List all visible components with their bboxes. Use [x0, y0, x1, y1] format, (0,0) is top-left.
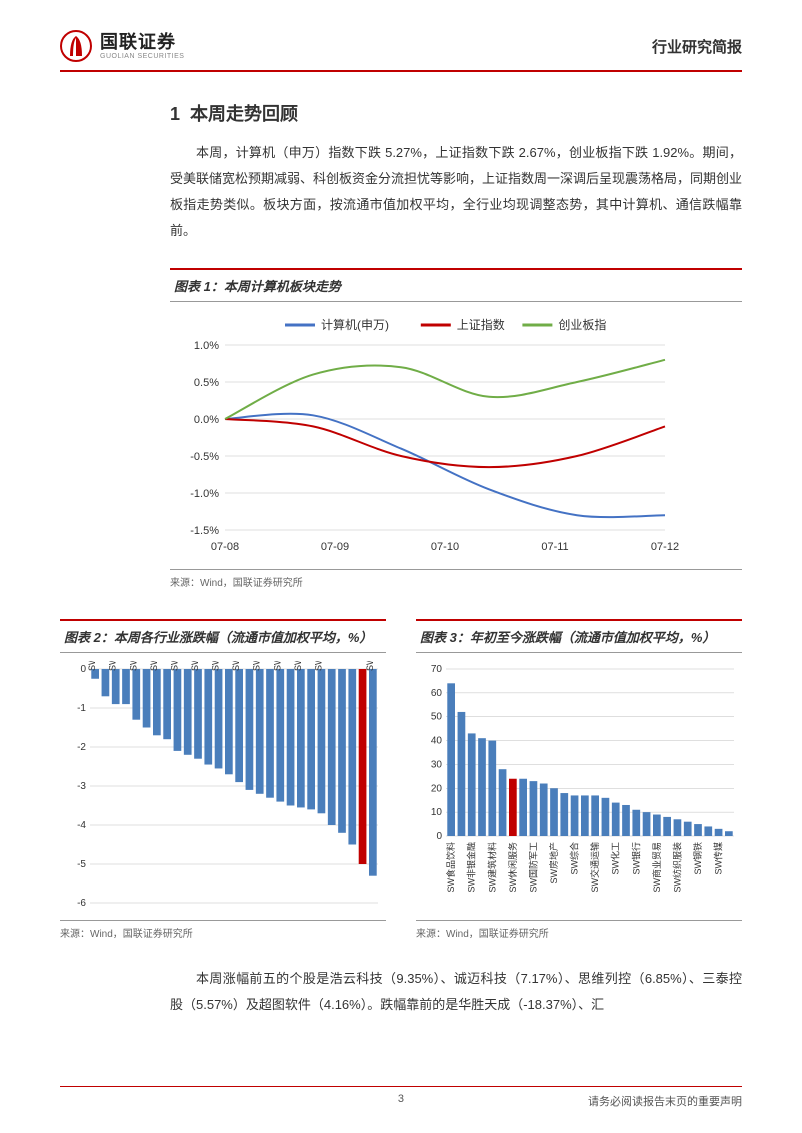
section-number: 1 — [170, 104, 180, 124]
svg-text:0: 0 — [80, 664, 86, 675]
svg-text:SW银行: SW银行 — [630, 842, 641, 875]
footer-divider — [60, 1086, 742, 1087]
svg-text:0.0%: 0.0% — [194, 414, 219, 426]
svg-text:SW非银金融: SW非银金融 — [466, 842, 477, 893]
chart3-title: 图表 3：年初至今涨跌幅（流通市值加权平均，%） — [416, 619, 742, 653]
svg-text:10: 10 — [431, 807, 443, 818]
svg-text:SW休闲服务: SW休闲服务 — [507, 842, 518, 893]
body-paragraph-1: 本周，计算机（申万）指数下跌 5.27%，上证指数下跌 2.67%，创业板指下跌… — [170, 140, 742, 244]
svg-text:SW国防军工: SW国防军工 — [527, 842, 538, 893]
svg-text:SW化工: SW化工 — [610, 842, 621, 875]
svg-text:0.5%: 0.5% — [194, 377, 219, 389]
svg-text:SW建筑材料: SW建筑材料 — [486, 842, 497, 893]
chart1-source: 来源：Wind，国联证券研究所 — [170, 569, 742, 589]
chart3-source: 来源：Wind，国联证券研究所 — [416, 920, 742, 940]
logo-name-en: GUOLIAN SECURITIES — [100, 53, 184, 60]
svg-text:-5: -5 — [77, 859, 86, 870]
svg-text:SW食品饮料: SW食品饮料 — [148, 661, 159, 671]
svg-text:SW食品饮料: SW食品饮料 — [445, 842, 456, 893]
svg-text:SW钢铁: SW钢铁 — [292, 661, 303, 671]
chart1-block: 图表 1：本周计算机板块走势 计算机(申万) 上证指数 创业板指 -1.5% -1.0%… — [170, 268, 742, 589]
chart2-bar-chart: -6 -5 -4 -3 -2 -1 0SW休闲服务 SW银行 SW医药生物 SW食品饮料 SW家用电… — [60, 661, 386, 911]
page-number: 3 — [287, 1093, 514, 1109]
svg-text:07-12: 07-12 — [651, 541, 679, 553]
chart3-block: 图表 3：年初至今涨跌幅（流通市值加权平均，%） 0 10 20 30 40 50 60 70… — [416, 619, 742, 940]
svg-text:SW机械设备: SW机械设备 — [230, 661, 241, 671]
svg-text:SW有色金属: SW有色金属 — [312, 661, 323, 671]
svg-text:SW钢铁: SW钢铁 — [692, 842, 703, 875]
svg-text:-1.5%: -1.5% — [190, 525, 219, 537]
svg-text:07-09: 07-09 — [321, 541, 349, 553]
svg-text:创业板指: 创业板指 — [558, 317, 606, 332]
svg-text:SW休闲服务: SW休闲服务 — [86, 661, 97, 671]
svg-text:-0.5%: -0.5% — [190, 451, 219, 463]
svg-text:20: 20 — [431, 783, 443, 794]
svg-text:-1: -1 — [77, 703, 86, 714]
svg-text:SW传媒: SW传媒 — [713, 842, 724, 875]
chart2-title: 图表 2：本周各行业涨跌幅（流通市值加权平均，%） — [60, 619, 386, 653]
svg-text:SW商业贸易: SW商业贸易 — [189, 661, 200, 671]
section-title: 本周走势回顾 — [190, 104, 298, 124]
chart2-block: 图表 2：本周各行业涨跌幅（流通市值加权平均，%） -6-5-4-3-2-10S… — [60, 619, 386, 940]
svg-text:SW计算机: SW计算机 — [364, 661, 375, 671]
svg-text:SW纺织服装: SW纺织服装 — [671, 842, 682, 893]
report-type: 行业研究简报 — [652, 36, 742, 57]
two-column-charts: 图表 2：本周各行业涨跌幅（流通市值加权平均，%） -6-5-4-3-2-10S… — [60, 619, 742, 946]
section-heading: 1 本周走势回顾 — [170, 100, 742, 126]
company-logo-icon — [60, 30, 92, 62]
svg-text:-1.0%: -1.0% — [190, 488, 219, 500]
svg-text:SW交通运输: SW交通运输 — [251, 661, 262, 671]
svg-text:SW商业贸易: SW商业贸易 — [651, 842, 662, 893]
svg-text:30: 30 — [431, 759, 443, 770]
svg-text:SW银行: SW银行 — [107, 661, 118, 671]
svg-text:SW医药生物: SW医药生物 — [127, 661, 138, 671]
chart1-line-chart: 计算机(申万) 上证指数 创业板指 -1.5% -1.0% -0.5% 0.0% 0.5% 1.… — [170, 310, 680, 560]
svg-text:SW家用电器: SW家用电器 — [168, 661, 179, 671]
svg-text:SW房地产: SW房地产 — [548, 842, 559, 884]
svg-text:50: 50 — [431, 712, 443, 723]
svg-text:计算机(申万): 计算机(申万) — [321, 317, 389, 332]
svg-text:上证指数: 上证指数 — [457, 317, 505, 332]
logo-name-cn: 国联证券 — [100, 33, 184, 51]
svg-text:-6: -6 — [77, 898, 86, 909]
header-divider — [60, 70, 742, 72]
svg-text:SW纺织服装: SW纺织服装 — [210, 661, 221, 671]
chart3-bar-chart: 0 10 20 30 40 50 60 70 SW食品饮料 SW非银金融 SW建筑材料 SW休闲服务 S… — [416, 661, 742, 911]
svg-text:70: 70 — [431, 664, 443, 675]
chart2-source: 来源：Wind，国联证券研究所 — [60, 920, 386, 940]
svg-text:40: 40 — [431, 736, 443, 747]
footer-disclaimer: 请务必阅读报告末页的重要声明 — [515, 1093, 742, 1109]
svg-text:0: 0 — [436, 831, 442, 842]
body-paragraph-2: 本周涨幅前五的个股是浩云科技（9.35%）、诚迈科技（7.17%）、思维列控（6… — [60, 966, 742, 1018]
page-header: 国联证券 GUOLIAN SECURITIES 行业研究简报 — [60, 30, 742, 70]
logo: 国联证券 GUOLIAN SECURITIES — [60, 30, 184, 62]
svg-text:SW交通运输: SW交通运输 — [589, 842, 600, 893]
chart1-title: 图表 1：本周计算机板块走势 — [170, 268, 742, 302]
svg-text:SW综合: SW综合 — [569, 842, 580, 875]
svg-text:SW建筑材料: SW建筑材料 — [271, 661, 282, 671]
svg-text:-3: -3 — [77, 781, 86, 792]
svg-text:07-08: 07-08 — [211, 541, 239, 553]
svg-text:60: 60 — [431, 688, 443, 699]
svg-text:-4: -4 — [77, 820, 86, 831]
svg-text:07-11: 07-11 — [541, 541, 568, 553]
svg-text:07-10: 07-10 — [431, 541, 459, 553]
svg-text:-2: -2 — [77, 742, 86, 753]
svg-text:1.0%: 1.0% — [194, 340, 219, 352]
page-footer: 3 请务必阅读报告末页的重要声明 — [60, 1086, 742, 1109]
